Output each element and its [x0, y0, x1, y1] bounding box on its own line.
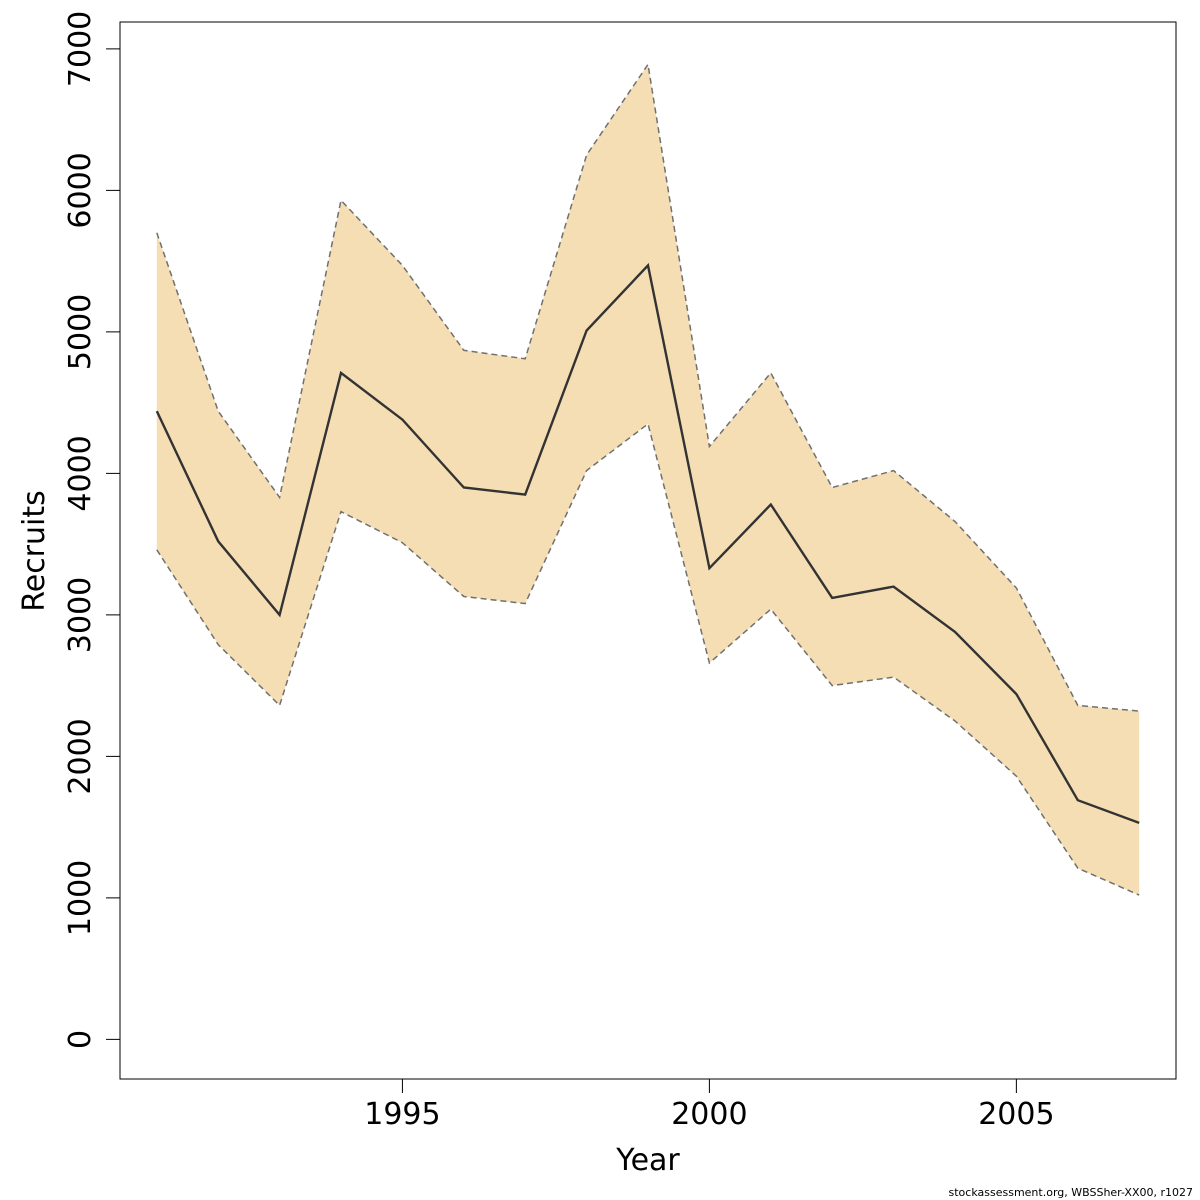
x-axis: 1995 2000 2005: [364, 1079, 1055, 1132]
confidence-band: [156, 64, 1140, 896]
y-tick-label: 7000: [63, 11, 98, 87]
y-tick-label: 0: [63, 1030, 98, 1049]
y-tick-label: 4000: [63, 435, 98, 511]
y-axis-title: Recruits: [17, 490, 52, 612]
series-layer: [155, 262, 1140, 825]
x-tick-label: 2005: [978, 1097, 1054, 1132]
y-tick-label: 1000: [63, 860, 98, 936]
y-tick-label: 3000: [63, 577, 98, 653]
y-axis: 0 1000 2000 3000 4000 5000 6000 7000: [63, 11, 120, 1049]
lower-bound-line: [156, 422, 1140, 896]
upper-bound-line: [156, 62, 1140, 712]
y-tick-label: 6000: [63, 152, 98, 228]
y-tick-label: 5000: [63, 294, 98, 370]
confidence-band-layer: [156, 62, 1140, 896]
footer-credit: stockassessment.org, WBSSher-XX00, r1027: [949, 1186, 1193, 1199]
plot-frame: [119, 21, 1177, 1080]
x-tick-label: 2000: [671, 1097, 747, 1132]
y-tick-label: 2000: [63, 718, 98, 794]
recruits-estimate-line: [155, 262, 1140, 825]
x-tick-label: 1995: [364, 1097, 440, 1132]
x-axis-title: Year: [615, 1143, 680, 1178]
